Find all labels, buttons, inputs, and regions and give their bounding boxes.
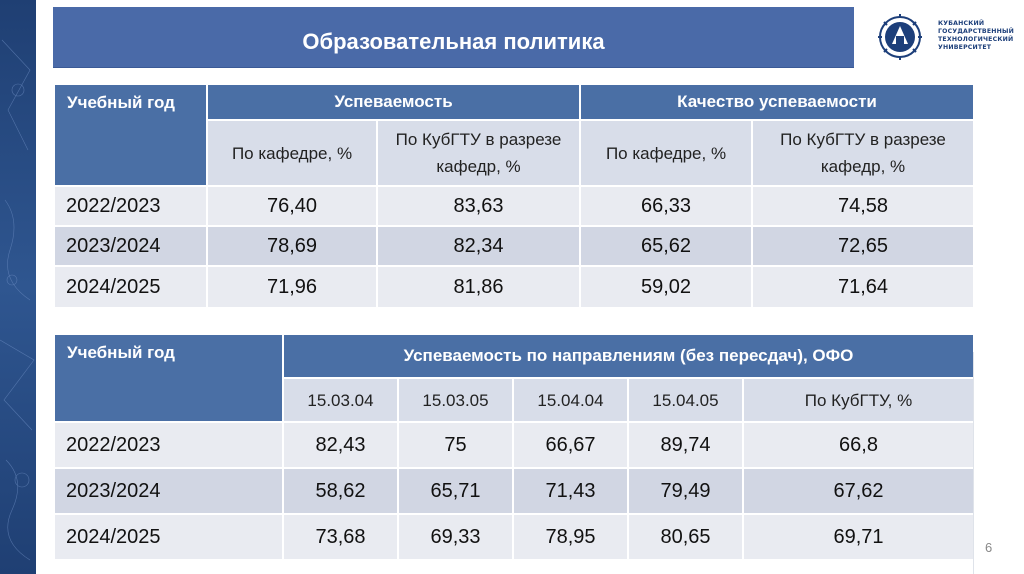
year-header: Учебный год — [53, 333, 284, 423]
table-row: 2022/2023 76,40 83,63 66,33 74,58 — [53, 185, 976, 227]
quality-group-header: Качество успеваемости — [578, 83, 976, 121]
value-cell: 76,40 — [206, 185, 378, 227]
value-cell: 58,62 — [282, 467, 399, 515]
value-cell: 75 — [397, 421, 514, 469]
side-decoration-strip — [0, 0, 36, 574]
value-cell: 82,34 — [376, 225, 581, 267]
directions-group-header: Успеваемость по направлениям (без пересд… — [282, 333, 975, 379]
value-cell: 72,65 — [750, 225, 976, 267]
value-cell: 66,8 — [742, 421, 975, 469]
value-cell: 78,69 — [206, 225, 378, 267]
logo-line: УНИВЕРСИТЕТ — [938, 44, 992, 51]
value-cell: 66,67 — [512, 421, 629, 469]
value-cell: 89,74 — [627, 421, 744, 469]
value-cell: 79,49 — [627, 467, 744, 515]
divider — [973, 352, 974, 574]
subheader: По КубГТУ в разрезе кафедр, % — [750, 119, 976, 187]
value-cell: 82,43 — [282, 421, 399, 469]
directions-table: Учебный год Успеваемость по направлениям… — [53, 333, 975, 561]
table-row: 2022/2023 82,43 75 66,67 89,74 66,8 — [53, 421, 975, 469]
value-cell: 71,96 — [206, 265, 378, 309]
year-cell: 2022/2023 — [53, 421, 284, 469]
university-logo: КУБАНСКИЙ ГОСУДАРСТВЕННЫЙ ТЕХНОЛОГИЧЕСКИ… — [874, 14, 1014, 60]
value-cell: 66,33 — [579, 185, 753, 227]
subheader: По КубГТУ в разрезе кафедр, % — [376, 119, 581, 187]
logo-line: КУБАНСКИЙ — [938, 20, 985, 27]
subheader: По КубГТУ, % — [742, 377, 975, 423]
value-cell: 65,71 — [397, 467, 514, 515]
value-cell: 73,68 — [282, 513, 399, 561]
value-cell: 78,95 — [512, 513, 629, 561]
value-cell: 81,86 — [376, 265, 581, 309]
subheader: 15.03.04 — [282, 377, 399, 423]
value-cell: 80,65 — [627, 513, 744, 561]
value-cell: 65,62 — [579, 225, 753, 267]
performance-table: Учебный год Успеваемость Качество успева… — [53, 83, 976, 309]
performance-group-header: Успеваемость — [206, 83, 581, 121]
year-header: Учебный год — [53, 83, 208, 187]
table-row: 2023/2024 78,69 82,34 65,62 72,65 — [53, 225, 976, 267]
value-cell: 69,71 — [742, 513, 975, 561]
logo-line: ГОСУДАРСТВЕННЫЙ — [938, 28, 1014, 35]
year-cell: 2022/2023 — [53, 185, 208, 227]
subheader: По кафедре, % — [206, 119, 378, 187]
value-cell: 71,64 — [750, 265, 976, 309]
table-row: 2024/2025 73,68 69,33 78,95 80,65 69,71 — [53, 513, 975, 561]
subheader: 15.04.05 — [627, 377, 744, 423]
value-cell: 69,33 — [397, 513, 514, 561]
value-cell: 67,62 — [742, 467, 975, 515]
subheader: 15.04.04 — [512, 377, 629, 423]
subheader: По кафедре, % — [579, 119, 753, 187]
table-row: 2024/2025 71,96 81,86 59,02 71,64 — [53, 265, 976, 309]
logo-line: ТЕХНОЛОГИЧЕСКИЙ — [938, 36, 1014, 43]
value-cell: 59,02 — [579, 265, 753, 309]
page-title: Образовательная политика — [302, 29, 605, 54]
subheader: 15.03.05 — [397, 377, 514, 423]
year-cell: 2024/2025 — [53, 265, 208, 309]
year-cell: 2024/2025 — [53, 513, 284, 561]
title-banner: Образовательная политика — [53, 7, 854, 68]
university-emblem-icon — [878, 14, 922, 60]
logo-text: КУБАНСКИЙ ГОСУДАРСТВЕННЫЙ ТЕХНОЛОГИЧЕСКИ… — [938, 20, 1018, 52]
year-cell: 2023/2024 — [53, 467, 284, 515]
page-number: 6 — [985, 540, 993, 555]
value-cell: 74,58 — [750, 185, 976, 227]
table-row: 2023/2024 58,62 65,71 71,43 79,49 67,62 — [53, 467, 975, 515]
value-cell: 83,63 — [376, 185, 581, 227]
year-cell: 2023/2024 — [53, 225, 208, 267]
value-cell: 71,43 — [512, 467, 629, 515]
